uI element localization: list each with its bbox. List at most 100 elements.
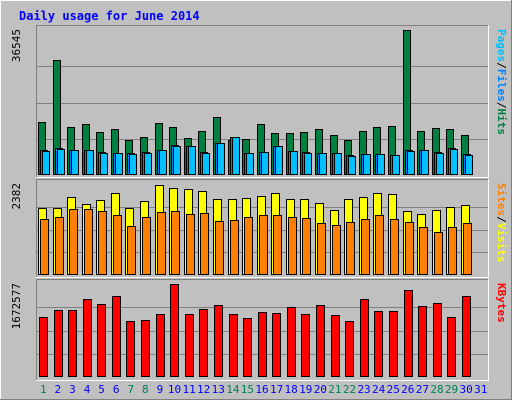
bar-kbytes-day-4 [83, 299, 92, 377]
x-tick-label-day-11: 11 [182, 383, 195, 396]
bar-sites-day-1 [40, 219, 49, 275]
series-legend-middle: Sites/Visits [495, 183, 508, 263]
legend-entry-visits: Visits [495, 223, 508, 263]
chart-title: Daily usage for June 2014 [19, 9, 200, 23]
bar-sites-day-3 [69, 209, 78, 275]
bar-sites-day-19 [302, 218, 311, 275]
bar-sites-day-5 [98, 211, 107, 275]
bar-kbytes-day-8 [141, 320, 150, 377]
bar-sites-day-7 [127, 226, 136, 275]
bar-kbytes-day-9 [156, 314, 165, 377]
bar-pages-day-25 [392, 155, 400, 175]
bar-pages-day-11 [188, 146, 196, 175]
bar-sites-day-24 [375, 215, 384, 275]
bar-pages-day-9 [159, 150, 167, 175]
legend-separator: / [495, 62, 508, 69]
x-tick-label-day-29: 29 [445, 383, 458, 396]
x-tick-label-day-31: 31 [474, 383, 487, 396]
bar-kbytes-day-15 [243, 318, 252, 377]
bar-kbytes-day-10 [170, 284, 179, 377]
bar-kbytes-day-2 [54, 310, 63, 377]
bar-sites-day-30 [463, 223, 472, 275]
x-tick-label-day-6: 6 [113, 383, 120, 396]
x-tick-label-day-18: 18 [285, 383, 298, 396]
bar-sites-day-8 [142, 217, 151, 275]
bar-sites-day-4 [84, 209, 93, 275]
x-tick-label-day-22: 22 [343, 383, 356, 396]
bar-pages-day-28 [436, 153, 444, 175]
panel-bottom: 1672577 KBytes [10, 279, 508, 381]
bar-kbytes-day-13 [214, 305, 223, 377]
bar-kbytes-day-1 [39, 317, 48, 377]
bar-pages-day-30 [465, 155, 473, 175]
x-tick-label-day-20: 20 [314, 383, 327, 396]
bar-pages-day-19 [304, 153, 312, 175]
bar-pages-day-5 [100, 153, 108, 175]
bar-kbytes-day-18 [287, 307, 296, 377]
bar-sites-day-17 [273, 215, 282, 275]
x-tick-label-day-25: 25 [387, 383, 400, 396]
bar-sites-day-16 [259, 215, 268, 275]
bar-sites-day-15 [244, 217, 253, 275]
bar-kbytes-day-3 [68, 310, 77, 377]
bar-sites-day-14 [230, 220, 239, 275]
bar-pages-day-14 [232, 137, 240, 175]
x-tick-label-day-28: 28 [430, 383, 443, 396]
x-tick-label-day-26: 26 [401, 383, 414, 396]
bar-pages-day-6 [115, 153, 123, 175]
legend-entry-kbytes: KBytes [495, 283, 508, 323]
bar-pages-day-12 [202, 153, 210, 175]
x-tick-label-day-17: 17 [270, 383, 283, 396]
panel-middle: 2382 Sites/Visits [10, 179, 508, 278]
legend-entry-pages: Pages [495, 29, 508, 62]
x-tick-label-day-8: 8 [142, 383, 149, 396]
bar-pages-day-27 [421, 150, 429, 175]
bar-kbytes-day-14 [229, 314, 238, 377]
bar-sites-day-26 [405, 222, 414, 275]
bar-pages-day-3 [71, 150, 79, 175]
bar-pages-day-24 [377, 154, 385, 175]
bar-pages-day-10 [173, 146, 181, 175]
x-tick-label-day-5: 5 [98, 383, 105, 396]
bar-pages-day-29 [450, 149, 458, 175]
x-tick-label-day-1: 1 [40, 383, 47, 396]
bar-kbytes-day-23 [360, 299, 369, 377]
bar-kbytes-day-28 [433, 303, 442, 377]
bar-kbytes-day-26 [404, 290, 413, 377]
x-tick-label-day-27: 27 [416, 383, 429, 396]
series-legend-bottom: KBytes [495, 283, 508, 323]
x-tick-label-day-24: 24 [372, 383, 386, 396]
legend-entry-files: Files [495, 69, 508, 102]
bar-sites-day-27 [419, 227, 428, 275]
bar-sites-day-2 [55, 217, 64, 275]
x-tick-label-day-14: 14 [226, 383, 240, 396]
legend-separator: / [495, 102, 508, 109]
bar-kbytes-day-30 [462, 296, 471, 377]
bar-sites-day-28 [434, 232, 443, 275]
bar-kbytes-day-25 [389, 311, 398, 377]
bar-pages-day-17 [275, 146, 283, 175]
bar-kbytes-day-16 [258, 312, 267, 377]
x-tick-label-day-10: 10 [168, 383, 181, 396]
y-max-label: 1672577 [10, 283, 23, 329]
legend-entry-hits: Hits [495, 109, 508, 136]
legend-entry-sites: Sites [495, 183, 508, 216]
x-tick-label-day-23: 23 [357, 383, 370, 396]
bar-kbytes-day-19 [301, 314, 310, 377]
bar-pages-day-22 [348, 156, 356, 175]
bar-sites-day-21 [332, 225, 341, 275]
bar-sites-day-25 [390, 219, 399, 275]
x-tick-label-day-2: 2 [55, 383, 62, 396]
x-tick-label-day-21: 21 [328, 383, 341, 396]
x-tick-label-day-4: 4 [84, 383, 91, 396]
bar-sites-day-18 [288, 217, 297, 275]
bar-kbytes-day-20 [316, 305, 325, 377]
bar-pages-day-21 [334, 153, 342, 175]
y-max-label: 36545 [10, 29, 23, 62]
bar-kbytes-day-29 [447, 317, 456, 377]
bar-sites-day-22 [346, 222, 355, 275]
x-tick-label-day-3: 3 [69, 383, 76, 396]
